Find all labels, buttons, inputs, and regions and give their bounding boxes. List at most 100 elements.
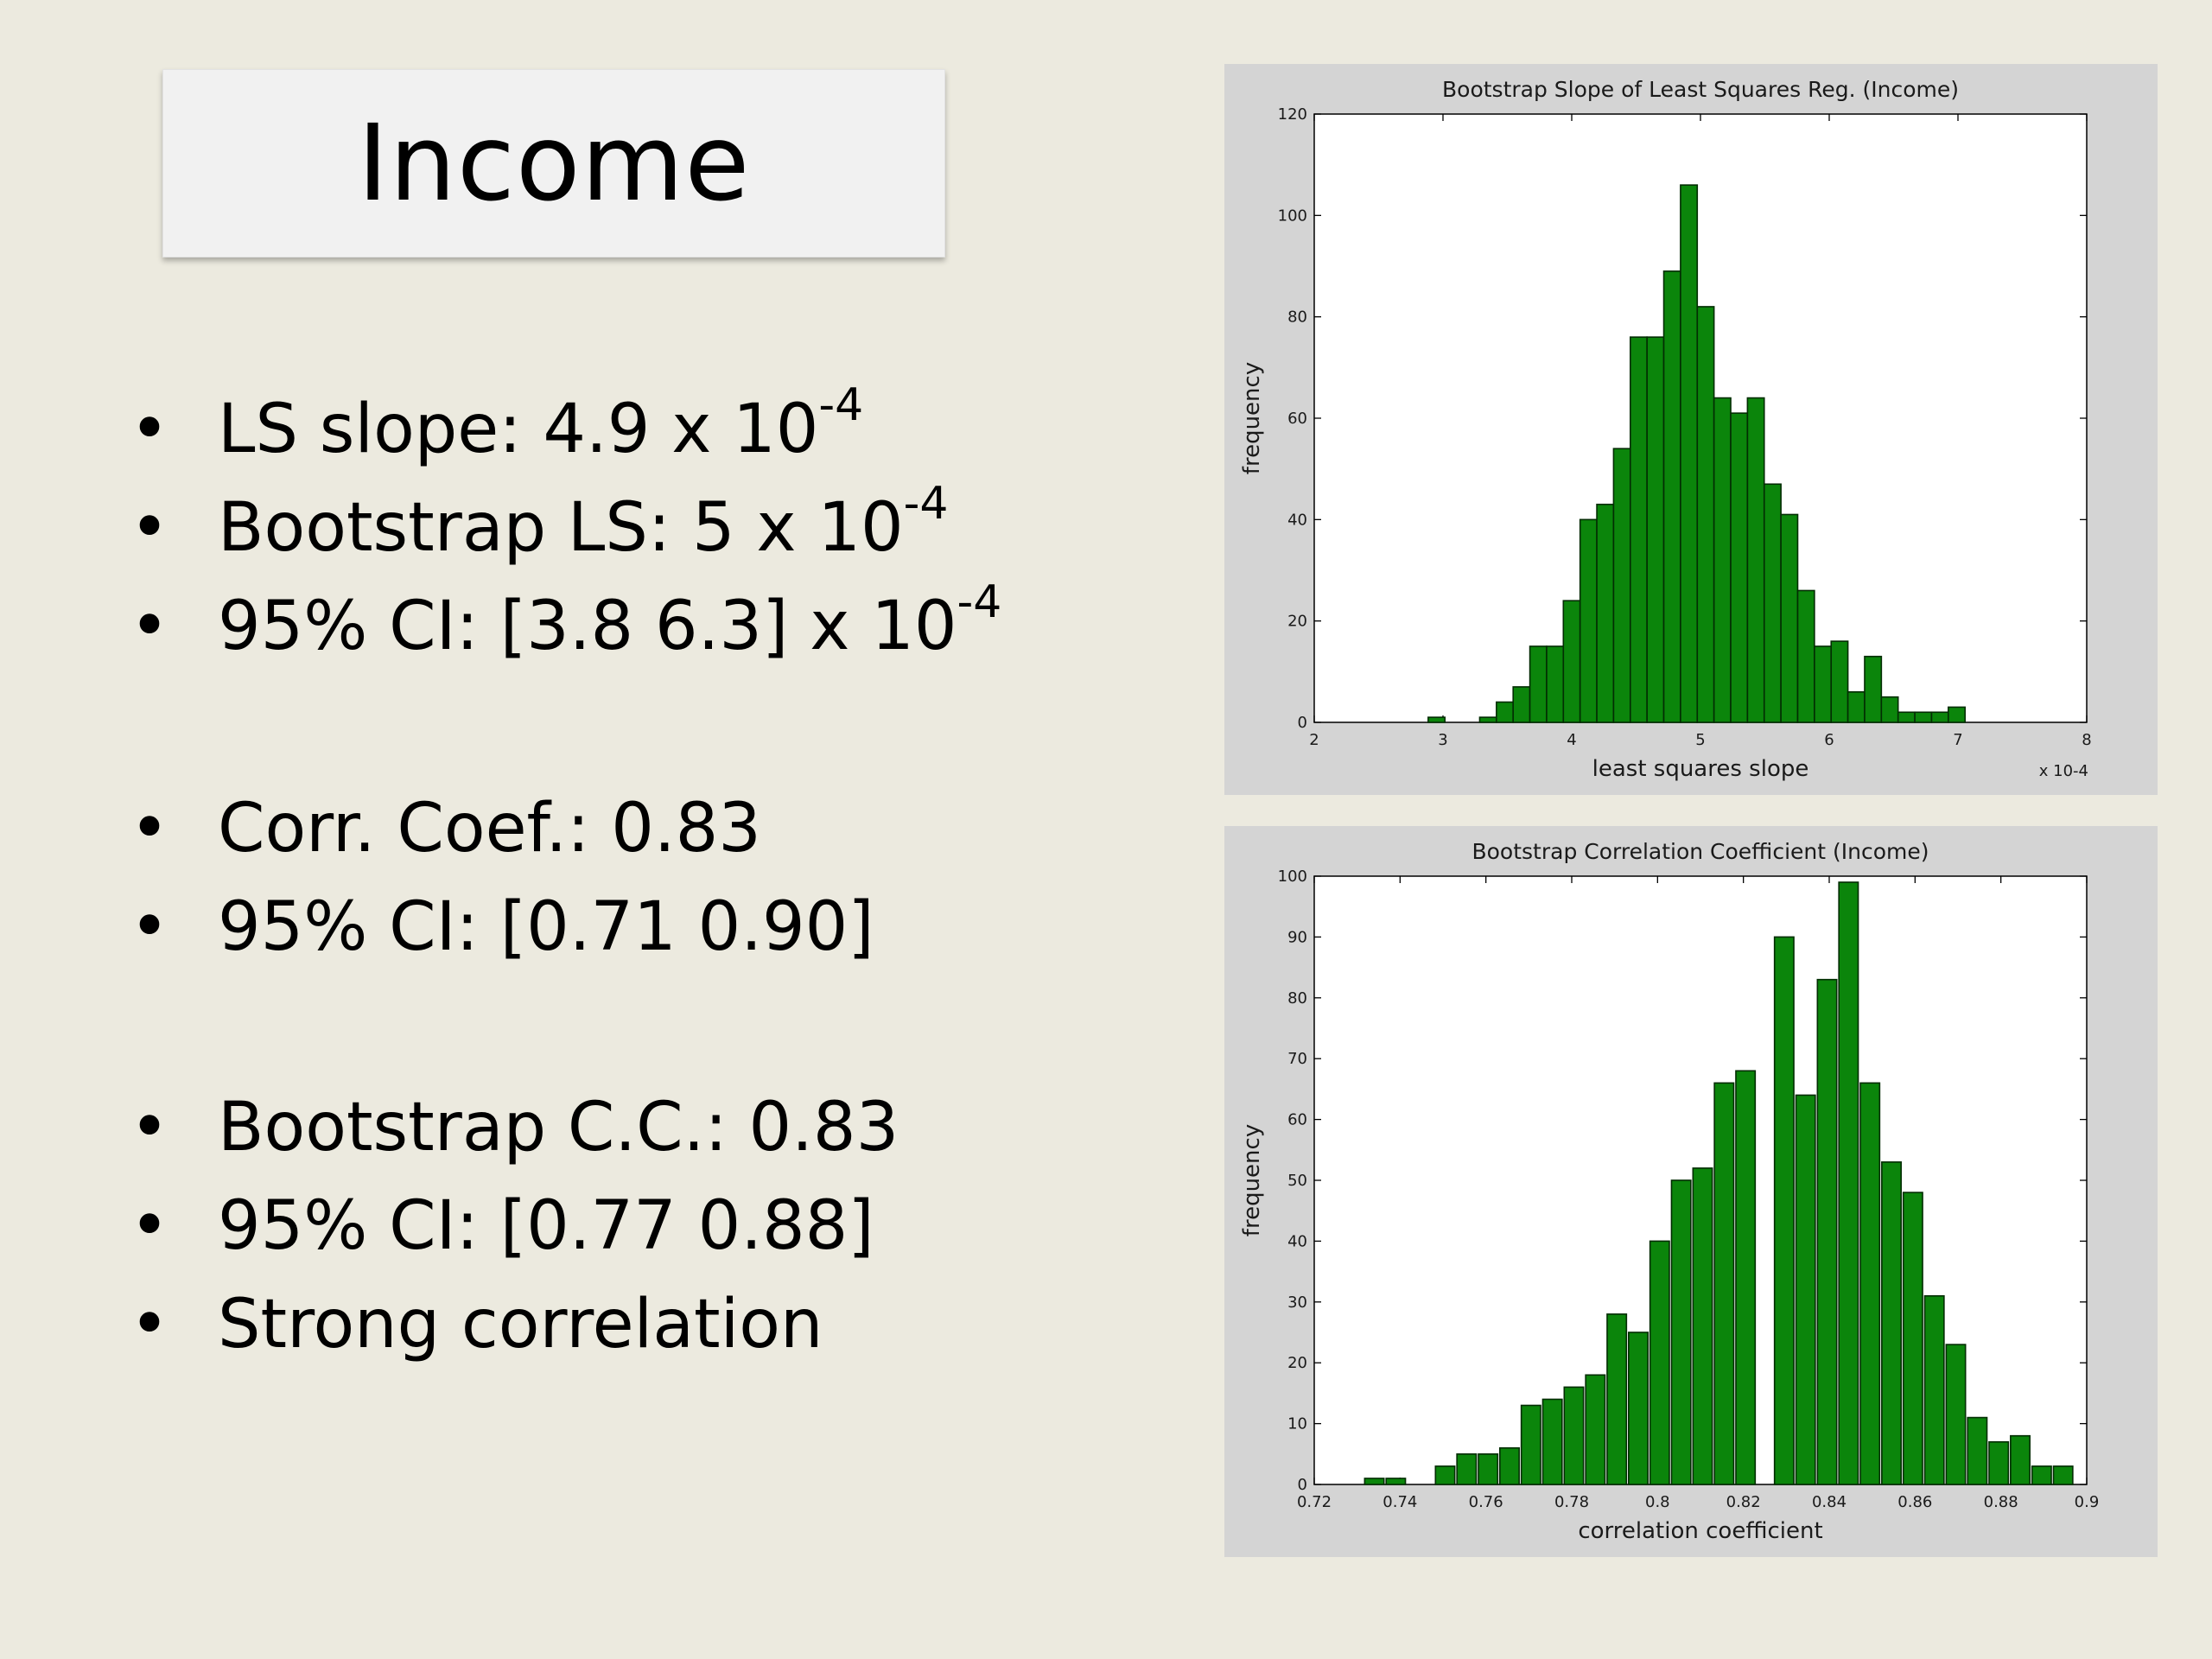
histogram-bar	[1795, 1094, 1816, 1485]
bullet-group-corr: • Corr. Coef.: 0.83 • 95% CI: [0.71 0.90]	[130, 779, 874, 976]
histogram-bar	[1713, 1082, 1735, 1485]
histogram-bar	[1520, 1404, 1541, 1485]
y-tick-label: 0	[1298, 714, 1307, 732]
x-tick-label: 8	[2082, 731, 2091, 749]
histogram-bar	[1948, 706, 1966, 723]
y-axis-label: frequency	[1239, 1124, 1265, 1236]
slope-histogram: Bootstrap Slope of Least Squares Reg. (I…	[1239, 77, 2092, 782]
histogram-bar	[1864, 655, 1883, 723]
y-tick-label: 100	[1278, 868, 1307, 886]
bullet-dot: •	[130, 489, 170, 567]
x-tick-label: 0.74	[1382, 1493, 1417, 1511]
bullet-exponent: -4	[818, 379, 864, 431]
bullet-dot: •	[130, 1089, 170, 1166]
histogram-bar	[1692, 1167, 1713, 1485]
y-tick-label: 100	[1278, 207, 1307, 225]
x-tick-label: 5	[1695, 731, 1705, 749]
correlation-histogram: Bootstrap Correlation Coefficient (Incom…	[1239, 839, 2100, 1544]
bullet-item: • Bootstrap LS: 5 x 10-4	[130, 478, 1001, 577]
y-tick-label: 60	[1287, 410, 1307, 428]
bullet-text: Corr. Coef.: 0.83	[218, 790, 761, 868]
histogram-bar	[1546, 645, 1565, 723]
histogram-bar	[1649, 1240, 1670, 1485]
histogram-bar	[1579, 518, 1598, 723]
y-tick-label: 90	[1287, 928, 1307, 946]
x-tick-label: 2	[1309, 731, 1319, 749]
bullet-exponent: -4	[957, 576, 1002, 628]
bullet-group-bootstrap-cc: • Bootstrap C.C.: 0.83 • 95% CI: [0.77 0.88…	[130, 1078, 899, 1374]
histogram-bar	[1562, 600, 1581, 723]
histogram-bar	[1967, 1416, 1988, 1485]
y-tick-label: 120	[1278, 105, 1307, 124]
histogram-bar	[1563, 1386, 1585, 1485]
y-tick-label: 0	[1298, 1476, 1307, 1494]
histogram-bar	[1897, 711, 1916, 723]
histogram-bar	[1830, 640, 1849, 723]
bullet-dot: •	[130, 790, 170, 868]
y-tick-label: 50	[1287, 1172, 1307, 1190]
histogram-bar	[1902, 1192, 1923, 1485]
y-tick-label: 80	[1287, 989, 1307, 1007]
bullet-item: • 95% CI: [3.8 6.3] x 10-4	[130, 576, 1002, 676]
histogram-bar	[1880, 696, 1899, 723]
x-tick-label: 0.78	[1554, 1493, 1589, 1511]
histogram-bar	[1859, 1082, 1881, 1485]
histogram-bar	[1456, 1452, 1478, 1485]
y-tick-label: 20	[1287, 1354, 1307, 1372]
histogram-bar	[1662, 270, 1681, 723]
bullet-dot: •	[130, 391, 170, 468]
histogram-bar	[1696, 306, 1715, 723]
y-tick-label: 40	[1287, 1232, 1307, 1250]
bullet-item: • Strong correlation	[130, 1275, 899, 1374]
y-tick-label: 30	[1287, 1294, 1307, 1312]
histogram-bar	[1612, 448, 1631, 723]
histogram-bar	[1628, 1332, 1649, 1485]
histogram-bar	[1847, 690, 1866, 723]
x-tick-label: 0.84	[1812, 1493, 1847, 1511]
histogram-bar	[1385, 1478, 1407, 1485]
y-tick-label: 20	[1287, 613, 1307, 631]
y-axis-label: frequency	[1239, 362, 1265, 474]
bullet-dot: •	[130, 588, 170, 665]
histogram-bar	[1713, 397, 1732, 723]
histogram-bar	[1680, 184, 1699, 723]
histogram-bar	[2052, 1465, 2074, 1485]
chart-title: Bootstrap Slope of Least Squares Reg. (I…	[1442, 77, 1959, 102]
histogram-bar	[1596, 503, 1615, 723]
bullet-dot: •	[130, 1286, 170, 1363]
histogram-bar	[1541, 1398, 1563, 1485]
y-tick-label: 60	[1287, 1111, 1307, 1129]
bullet-text: LS slope: 4.9 x 10	[218, 391, 819, 468]
histogram-bar	[1646, 336, 1665, 723]
histogram-bar	[1814, 645, 1833, 723]
histogram-bar	[2010, 1434, 2031, 1485]
x-tick-label: 6	[1824, 731, 1834, 749]
chart-panel-slope: Bootstrap Slope of Least Squares Reg. (I…	[1224, 64, 2158, 795]
x-axis-multiplier: x 10-4	[2039, 762, 2088, 780]
y-tick-label: 40	[1287, 511, 1307, 529]
histogram-bar	[1363, 1478, 1385, 1485]
histogram-bar	[1585, 1374, 1606, 1485]
x-tick-label: 3	[1438, 731, 1447, 749]
histogram-bar	[1496, 701, 1515, 723]
x-tick-label: 4	[1567, 731, 1576, 749]
bullet-exponent: -4	[903, 478, 949, 530]
y-tick-label: 10	[1287, 1415, 1307, 1433]
bullet-text: Strong correlation	[218, 1286, 823, 1363]
bullet-text: Bootstrap LS: 5 x 10	[218, 489, 904, 567]
histogram-bar	[1670, 1179, 1692, 1485]
x-tick-label: 0.88	[1984, 1493, 2018, 1511]
histogram-bar	[1945, 1344, 1967, 1485]
chart-panel-corr: Bootstrap Correlation Coefficient (Incom…	[1224, 826, 2158, 1557]
histogram-bar	[1730, 412, 1749, 723]
y-tick-label: 70	[1287, 1050, 1307, 1068]
bullet-text: 95% CI: [0.71 0.90]	[218, 888, 874, 966]
x-tick-label: 0.9	[2075, 1493, 2100, 1511]
histogram-bar	[1512, 686, 1531, 723]
bullet-group-slope: • LS slope: 4.9 x 10-4 • Bootstrap LS: 5 x …	[130, 379, 1002, 676]
x-axis-label: correlation coefficient	[1578, 1518, 1822, 1544]
bullet-item: • Bootstrap C.C.: 0.83	[130, 1078, 899, 1177]
bullet-dot: •	[130, 1187, 170, 1265]
histogram-bar	[1930, 711, 1949, 723]
histogram-bar	[1988, 1440, 2010, 1485]
